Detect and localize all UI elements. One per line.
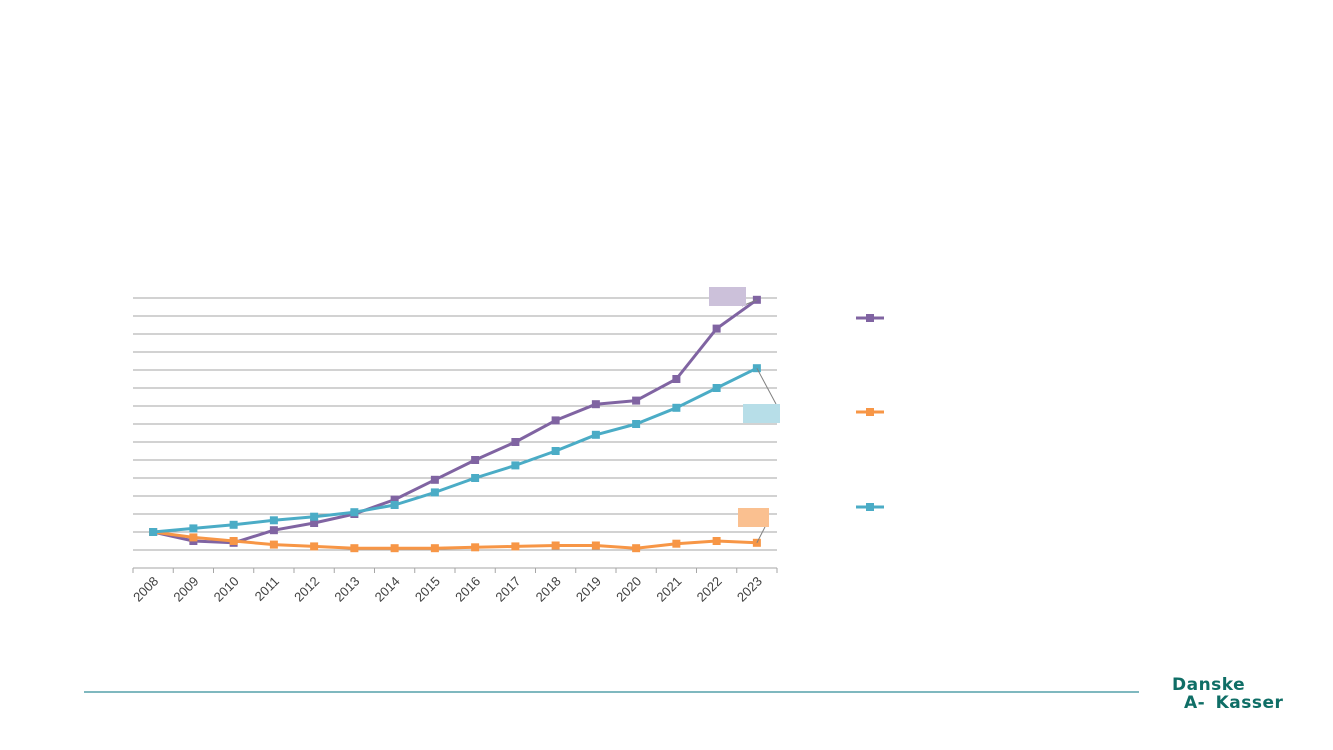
data-point [149,528,158,536]
data-point [471,543,480,552]
data-point [390,544,399,553]
x-tick-label: 2016 [452,574,483,605]
x-tick-label: 2009 [170,574,201,605]
data-point [712,384,721,392]
callout-box [743,404,780,423]
x-tick-label: 2013 [331,574,362,605]
x-tick-label: 2015 [412,574,443,605]
data-point [551,541,560,550]
logo-line-2: A- Kasser [1184,693,1284,713]
x-tick-label: 2019 [573,574,604,605]
x-tick-label: 2017 [492,574,523,605]
x-tick-label: 2012 [291,574,322,605]
data-point [672,403,681,412]
data-point [430,488,439,497]
x-tick-label: 2018 [533,574,564,605]
footer-divider [84,691,1139,693]
data-point [712,537,721,545]
data-point [350,544,359,553]
x-tick-label: 2008 [130,574,161,605]
x-tick-label: 2014 [372,574,403,605]
gridlines [133,297,777,551]
data-point [591,430,600,439]
data-point [672,375,681,383]
x-tick-label: 2011 [252,574,282,604]
data-point [229,537,238,545]
logo-line-1: Danske [1172,675,1246,695]
series-lines [149,295,761,553]
data-point [471,474,480,482]
legend-marker [866,314,874,322]
data-point [551,447,560,455]
series-line [152,298,758,545]
data-point [632,544,641,553]
legend-marker [866,408,874,416]
x-tick-label: 2021 [653,574,684,605]
data-point [310,542,319,551]
data-point [712,324,721,333]
data-point [189,533,198,542]
data-point [269,516,278,525]
data-point [390,495,399,504]
data-point [269,526,278,535]
data-point [310,512,319,521]
x-tick-label: 2022 [694,574,725,605]
callout-box [709,287,746,306]
x-tick-label: 2010 [211,574,242,605]
data-point [430,544,439,553]
legend [856,314,884,511]
data-point [430,475,439,484]
data-point [310,519,319,527]
data-point [591,400,600,409]
data-point [189,524,198,533]
callout-leader [756,367,777,405]
data-point [350,508,359,517]
data-point [591,541,600,550]
data-point [471,456,480,464]
data-point [511,461,520,470]
series-line [152,530,757,550]
data-point [269,540,278,549]
data-point [632,420,641,428]
data-point [551,416,560,425]
data-point [390,501,399,509]
data-point [632,396,641,405]
series-line [152,366,758,534]
callout-leader [756,526,766,544]
data-point [511,438,520,446]
x-tick-label: 2023 [734,574,765,605]
callout-box [738,508,769,527]
data-point [511,542,520,551]
legend-marker [866,503,874,511]
series-callouts [709,287,780,544]
danske-a-kasser-logo: Danske A- Kasser [1172,676,1283,712]
x-tick-label: 2020 [613,574,644,605]
data-point [672,539,681,548]
x-axis: 2008 2009 2010 2011 2012 2013 2014 2015 2016 2017… [130,567,778,605]
data-point [229,520,238,529]
